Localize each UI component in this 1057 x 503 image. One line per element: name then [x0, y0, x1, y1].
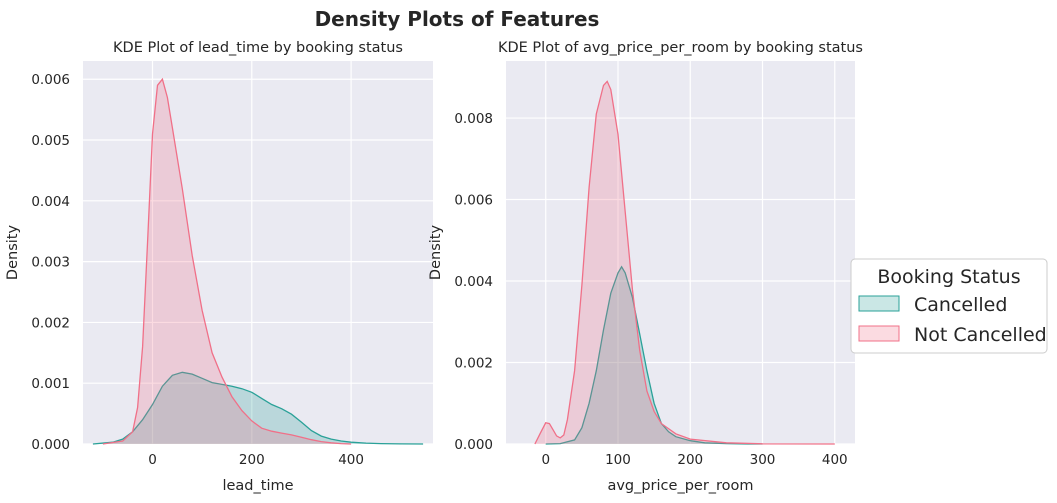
y-tick-label: 0.001 — [31, 376, 70, 392]
y-tick-label: 0.002 — [454, 356, 493, 372]
grid-lines — [83, 61, 433, 445]
y-axis-label: Density — [428, 225, 444, 281]
x-tick-label: 0 — [148, 452, 157, 468]
legend: Booking Status Cancelled Not Cancelled — [850, 258, 1048, 354]
plot-background — [506, 61, 855, 444]
y-tick-label: 0.004 — [31, 194, 70, 210]
legend-label-not-cancelled: Not Cancelled — [914, 324, 1047, 346]
y-tick-label: 0.006 — [454, 193, 493, 209]
subplot-title: KDE Plot of avg_price_per_room by bookin… — [498, 40, 863, 56]
x-tick-label: 400 — [822, 452, 848, 468]
x-axis-label: avg_price_per_room — [607, 478, 753, 494]
y-tick-label: 0.000 — [454, 437, 493, 453]
density-line-not-cancelled — [102, 77, 352, 445]
density-area-not-cancelled — [534, 81, 835, 445]
density-line-cancelled — [545, 265, 763, 445]
series-layer — [92, 77, 424, 445]
x-tick-label: 200 — [677, 452, 703, 468]
tick-labels: 0 100 200 300 400 0.000 0.002 0.004 0.006 0.008 — [454, 111, 847, 468]
y-tick-label: 0.003 — [31, 255, 70, 271]
y-tick-label: 0.002 — [31, 315, 70, 331]
legend-label-cancelled: Cancelled — [914, 294, 1007, 316]
x-axis-label: lead_time — [222, 478, 293, 494]
density-line-not-cancelled — [534, 80, 835, 445]
y-tick-label: 0.000 — [31, 437, 70, 453]
y-tick-label: 0.005 — [31, 133, 70, 149]
subplot-lead-time: 0 200 400 0.000 0.001 0.002 0.003 0.004 0.005 0.0… — [5, 40, 433, 494]
series-layer — [534, 80, 835, 445]
density-area-not-cancelled — [102, 79, 352, 444]
plot-background — [83, 61, 433, 444]
figure-title: Density Plots of Features — [315, 7, 600, 31]
density-area-cancelled — [92, 372, 424, 444]
legend-title: Booking Status — [877, 266, 1020, 288]
legend-swatch-not-cancelled — [858, 325, 900, 342]
tick-labels: 0 200 400 0.000 0.001 0.002 0.003 0.004 0.005 0.0… — [31, 72, 364, 468]
x-tick-label: 400 — [338, 452, 364, 468]
legend-box — [850, 258, 1048, 354]
x-tick-label: 0 — [541, 452, 550, 468]
x-tick-label: 200 — [239, 452, 265, 468]
y-tick-label: 0.004 — [454, 274, 493, 290]
subplot-avg-price: 0 100 200 300 400 0.000 0.002 0.004 0.006 0.008 K… — [428, 40, 863, 494]
x-tick-label: 300 — [750, 452, 776, 468]
y-axis-label: Density — [5, 225, 21, 281]
y-tick-label: 0.006 — [31, 72, 70, 88]
y-tick-label: 0.008 — [454, 111, 493, 127]
density-area-cancelled — [545, 266, 763, 444]
subplot-title: KDE Plot of lead_time by booking status — [113, 40, 403, 56]
density-line-cancelled — [92, 371, 424, 445]
x-tick-label: 100 — [605, 452, 631, 468]
legend-swatch-cancelled — [858, 295, 900, 312]
